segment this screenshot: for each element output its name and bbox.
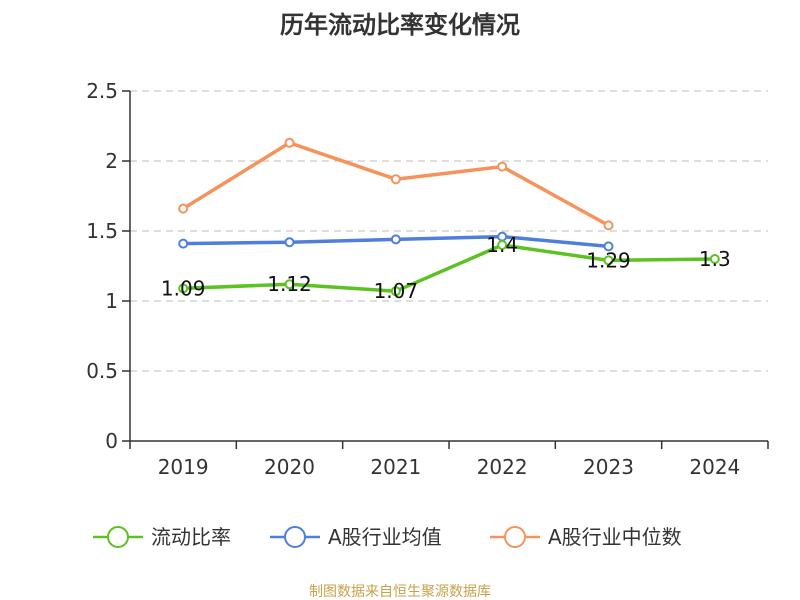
- x-tick-label: 2024: [689, 455, 740, 479]
- legend-item: A股行业均值: [270, 525, 442, 549]
- legend-marker: [107, 526, 129, 548]
- data-point: [284, 237, 295, 248]
- data-point: [390, 286, 401, 297]
- y-tick-label: 1: [105, 289, 118, 313]
- x-tick-label: 2022: [477, 455, 528, 479]
- axes: 0 0.5 1 1.5 2 2.5 2019 2020 2021 2022 2023 2024: [86, 79, 769, 479]
- x-tick-label: 2021: [370, 455, 421, 479]
- data-label: 1.3: [699, 247, 731, 271]
- data-point: [603, 220, 614, 231]
- x-tick-label: 2023: [583, 455, 634, 479]
- data-point: [390, 174, 401, 185]
- legend: 流动比率 A股行业均值 A股行业中位数: [93, 525, 682, 549]
- series-1: [178, 231, 614, 252]
- y-tick-label: 2.5: [86, 79, 118, 103]
- series-line: [183, 243, 715, 293]
- legend-item: 流动比率: [93, 525, 231, 549]
- data-point: [497, 240, 508, 250]
- data-point: [284, 137, 295, 148]
- x-tick-label: 2019: [158, 455, 209, 479]
- legend-marker: [284, 526, 306, 548]
- legend-label: A股行业中位数: [548, 525, 682, 549]
- grid: [130, 90, 768, 372]
- data-point: [497, 161, 508, 172]
- legend-label: 流动比率: [151, 525, 231, 549]
- data-point: [284, 279, 295, 290]
- data-labels: 1.09 1.12 1.07 1.4 1.29 1.3: [161, 233, 731, 303]
- data-point: [390, 234, 401, 245]
- source-note: 制图数据来自恒生聚源数据库: [309, 584, 491, 600]
- series-layer: [178, 137, 720, 297]
- data-point: [709, 254, 720, 264]
- y-tick-label: 2: [105, 149, 118, 173]
- legend-label: A股行业均值: [328, 525, 442, 549]
- data-label: 1.29: [586, 248, 631, 272]
- data-point: [603, 255, 614, 266]
- x-tick-label: 2020: [264, 455, 315, 479]
- data-label: 1.07: [374, 279, 419, 303]
- data-label: 1.09: [161, 276, 206, 300]
- data-point: [178, 203, 189, 214]
- y-tick-label: 0: [105, 429, 118, 453]
- data-point: [178, 283, 189, 294]
- y-tick-label: 0.5: [86, 359, 118, 383]
- data-point: [178, 238, 189, 249]
- legend-marker: [504, 526, 526, 548]
- data-label: 1.4: [486, 233, 518, 257]
- legend-item: A股行业中位数: [490, 525, 682, 549]
- data-label: 1.12: [267, 272, 312, 296]
- y-tick-label: 1.5: [86, 219, 118, 243]
- series-0: [178, 240, 720, 297]
- chart-title: 历年流动比率变化情况: [280, 11, 520, 39]
- series-2: [178, 137, 614, 231]
- data-point: [603, 241, 614, 252]
